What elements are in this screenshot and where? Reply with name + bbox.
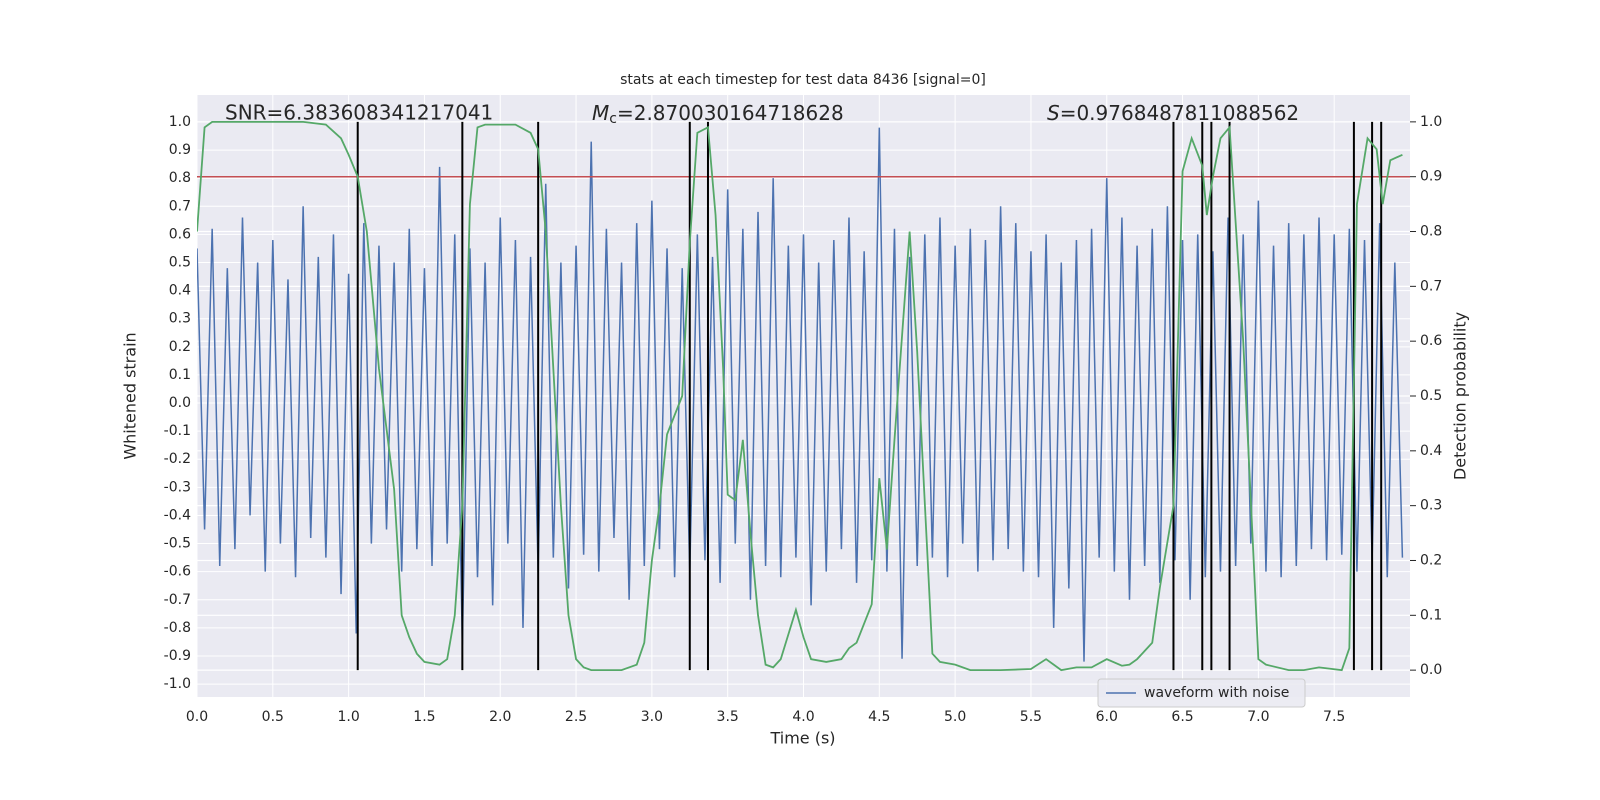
y-tick-label: -0.6 xyxy=(164,564,191,580)
y-tick-label: 0.1 xyxy=(169,367,191,383)
x-tick-label: 2.0 xyxy=(489,709,511,725)
y2-axis-label: Detection probability xyxy=(1451,312,1470,480)
annotation: Mc=2.870030164718628 xyxy=(592,101,844,128)
y2-tick-label: 0.6 xyxy=(1420,333,1442,349)
y-tick-label: 0.0 xyxy=(169,395,191,411)
y-tick-label: 0.4 xyxy=(169,283,191,299)
x-tick-label: 5.0 xyxy=(944,709,966,725)
x-axis-label: Time (s) xyxy=(769,729,835,748)
y-tick-label: -0.5 xyxy=(164,536,191,552)
annotation: SNR=6.383608341217041 xyxy=(225,101,493,125)
legend: waveform with noise xyxy=(1097,678,1306,708)
y-tick-label: -0.4 xyxy=(164,507,191,523)
annotation-subscript: c xyxy=(609,111,617,127)
y2-tick-label: 0.3 xyxy=(1420,498,1442,514)
x-tick-label: 4.0 xyxy=(792,709,814,725)
y-tick-label: 1.0 xyxy=(169,114,191,130)
legend-box xyxy=(1097,678,1306,708)
y2-tick-label: 0.2 xyxy=(1420,552,1442,568)
x-tick-label: 7.0 xyxy=(1247,709,1269,725)
x-tick-label: 3.5 xyxy=(717,709,739,725)
marks xyxy=(197,120,1410,672)
x-tick-label: 1.5 xyxy=(413,709,435,725)
y2-tick-label: 0.4 xyxy=(1420,443,1442,459)
y-tick-label: -0.2 xyxy=(164,451,191,467)
x-tick-label: 1.0 xyxy=(337,709,359,725)
y-tick-label: 0.2 xyxy=(169,339,191,355)
y-tick-label: -0.3 xyxy=(164,479,191,495)
y2-tick-label: 0.1 xyxy=(1420,607,1442,623)
y-tick-label: 0.7 xyxy=(169,198,191,214)
y-tick-label: 0.8 xyxy=(169,170,191,186)
y-tick-label: -0.1 xyxy=(164,423,191,439)
annotation-text: =2.870030164718628 xyxy=(617,101,844,125)
y2-tick-label: 0.0 xyxy=(1420,662,1442,678)
y2-tick-label: 0.9 xyxy=(1420,169,1442,185)
y-tick-label: 0.5 xyxy=(169,255,191,271)
y-axis-label: Whitened strain xyxy=(121,332,140,459)
chart-title: stats at each timestep for test data 843… xyxy=(620,72,986,88)
y2-tick-label: 0.7 xyxy=(1420,278,1442,294)
annotation-symbol: S xyxy=(1047,101,1060,125)
y2-tick-label: 0.5 xyxy=(1420,388,1442,404)
x-tick-label: 6.0 xyxy=(1096,709,1118,725)
series-line xyxy=(197,120,1403,672)
x-tick-label: 4.5 xyxy=(868,709,890,725)
x-tick-label: 6.5 xyxy=(1171,709,1193,725)
annotation: S=0.9768487811088562 xyxy=(1047,101,1299,125)
x-tick-label: 0.0 xyxy=(186,709,208,725)
y-tick-label: 0.6 xyxy=(169,226,191,242)
y-tick-label: -0.8 xyxy=(164,620,191,636)
labels: 0.0 0.5 1.0 1.5 2.0 2.5 3.0 3.5 4.0 4.5 5.0 5.5 6.0 6… xyxy=(164,114,1443,725)
y-tick-label: 0.3 xyxy=(169,311,191,327)
y-tick-label: -1.0 xyxy=(164,676,191,692)
y2-tick-label: 0.8 xyxy=(1420,224,1442,240)
x-tick-label: 7.5 xyxy=(1323,709,1345,725)
y-tick-label: -0.7 xyxy=(164,592,191,608)
x-tick-label: 5.5 xyxy=(1020,709,1042,725)
x-tick-label: 0.5 xyxy=(262,709,284,725)
x-tick-label: 2.5 xyxy=(565,709,587,725)
annotation-symbol: M xyxy=(592,101,609,125)
x-tick-label: 3.0 xyxy=(641,709,663,725)
y-tick-label: -0.9 xyxy=(164,648,191,664)
legend-label: waveform with noise xyxy=(1144,685,1289,701)
y2-tick-label: 1.0 xyxy=(1420,114,1442,130)
annotation-text: =0.9768487811088562 xyxy=(1060,101,1299,125)
y-tick-label: 0.9 xyxy=(169,142,191,158)
